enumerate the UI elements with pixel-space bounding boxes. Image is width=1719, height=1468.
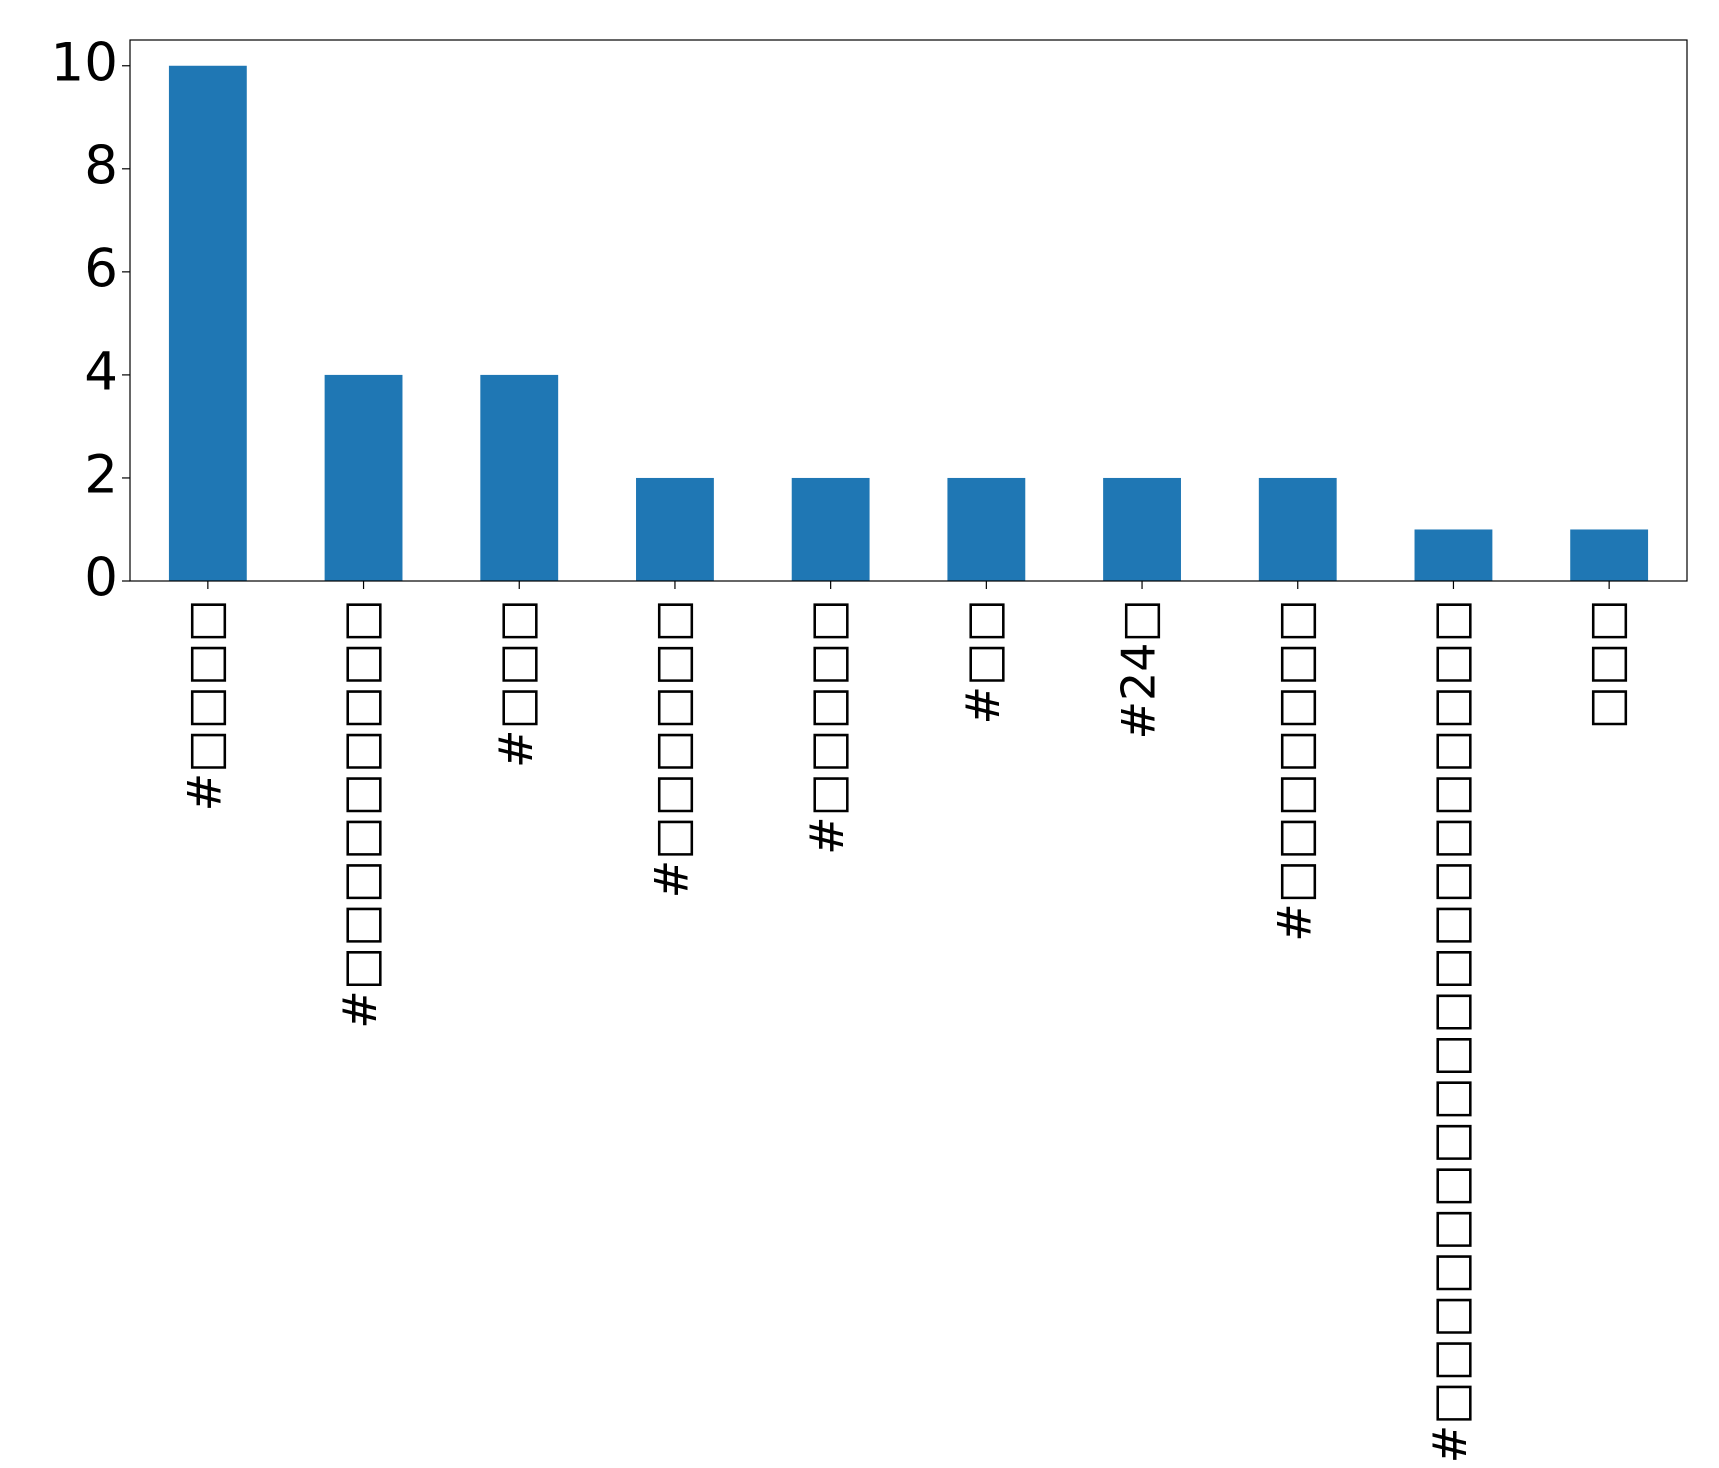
- bar: [947, 477, 1026, 581]
- bar: [324, 374, 403, 581]
- y-tick-label: 2: [84, 445, 118, 506]
- x-tick-label: #□□□□□□□□□: [333, 599, 387, 1029]
- bar: [1414, 529, 1493, 581]
- x-tick-label: #□□□□: [177, 599, 231, 811]
- x-tick-label: □□□: [1579, 599, 1633, 729]
- x-tick-label: #□□□: [489, 599, 543, 768]
- bar: [1258, 477, 1337, 581]
- bar: [1103, 477, 1181, 581]
- x-tick-label: #□□□□□: [800, 599, 854, 855]
- bar: [791, 477, 870, 581]
- x-tick-label: #□□: [956, 599, 1010, 724]
- plot-frame: [129, 39, 1688, 582]
- x-tick-label: #□□□□□□: [644, 599, 698, 898]
- bar: [168, 65, 247, 581]
- bar: [636, 477, 714, 581]
- bar: [480, 374, 559, 581]
- y-tick-label: 4: [84, 342, 118, 403]
- x-tick-label: #□□□□□□□: [1267, 599, 1321, 942]
- y-tick-label: 8: [84, 135, 118, 196]
- y-tick-label: 0: [84, 548, 118, 609]
- y-tick-label: 10: [51, 32, 118, 93]
- x-tick-label: #□□□□□□□□□□□□□□□□□□□: [1423, 599, 1477, 1463]
- bar: [1570, 529, 1649, 581]
- x-tick-label: #24□: [1112, 599, 1166, 740]
- y-tick-label: 6: [84, 238, 118, 299]
